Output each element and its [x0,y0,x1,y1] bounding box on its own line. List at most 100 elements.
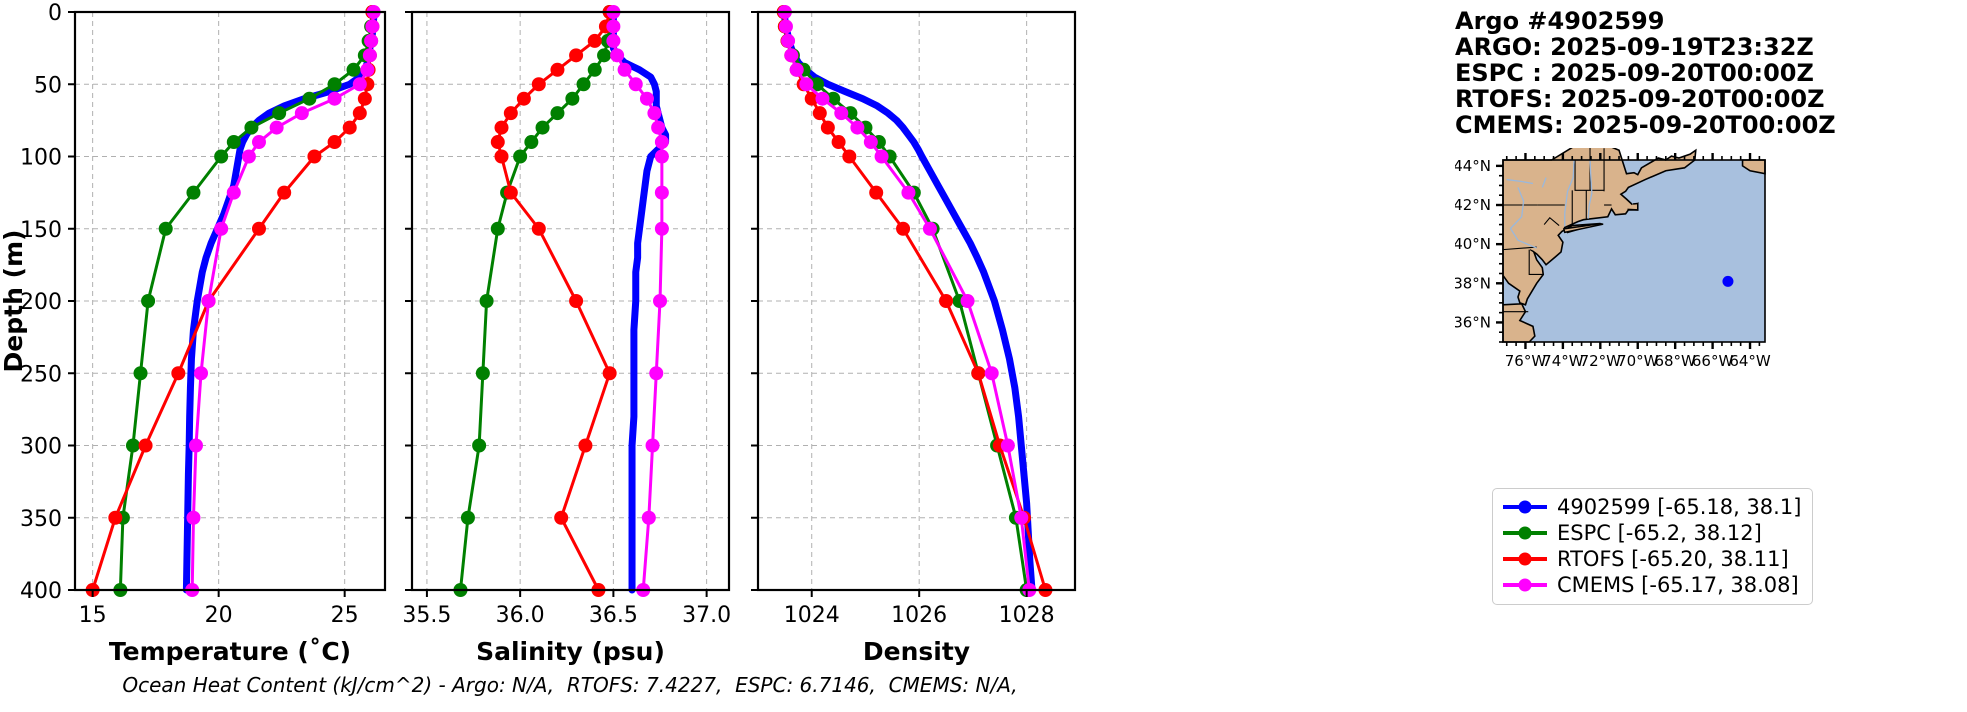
series-marker-cmems [364,33,379,48]
series-marker-rtofs [108,510,123,525]
land-polygon [1502,145,1697,343]
y-tick-label: 100 [20,146,62,171]
series-legend: 4902599 [-65.18, 38.1] ESPC [-65.2, 38.12… [1492,488,1814,605]
series-marker-cmems [850,120,865,135]
river-line [1509,187,1537,249]
map-lon-tick-label: 76°W [1505,352,1547,370]
legend-swatch-line-marker [1502,497,1548,517]
info-line-cmems-time: CMEMS: 2025-09-20T00:00Z [1455,111,1836,139]
series-marker-espc [125,438,140,453]
salinity-profile: 35.5 36.0 36.5 37.0 Salinity (psu) [402,5,731,666]
y-tick-label: 350 [20,507,62,532]
series-marker-cmems [362,48,377,63]
info-line-argo-id: Argo #4902599 [1455,7,1665,35]
series-marker-cmems [294,106,309,121]
series-marker-cmems [645,438,660,453]
series-marker-cmems [214,221,229,236]
legend-label: ESPC [-65.2, 38.12] [1557,521,1762,545]
float-location-marker [1722,275,1734,287]
river-line [1564,159,1575,227]
legend-item-espc: ESPC [-65.2, 38.12] [1502,520,1801,546]
series-marker-cmems [654,185,669,200]
series-marker-cmems [352,77,367,92]
series-marker-espc [550,106,565,121]
series-marker-rtofs [812,106,827,121]
series-marker-cmems [922,221,937,236]
legend-item-rtofs: RTOFS [-65.20, 38.11] [1502,546,1801,572]
series-marker-espc [475,366,490,381]
series-marker-rtofs [138,438,153,453]
map-lon-tick-label: 74°W [1542,352,1584,370]
info-line-espc-time: ESPC : 2025-09-20T00:00Z [1455,59,1814,87]
river-line [1541,177,1547,188]
series-marker-rtofs [503,106,518,121]
profile-plots: 15 20 25050100150200250300350400Temperatur… [0,1,1077,666]
series-marker-espc [186,185,201,200]
x-tick-label: 35.5 [402,603,451,628]
location-map: 76°W 74°W 72°W 70°W 68°W 66°W 64°W 36°N 38°N 40°N… [1453,145,1785,373]
map-frame [1502,159,1766,343]
series-marker-rtofs [357,91,372,106]
float-info-block: Argo #4902599 ARGO: 2025-09-19T23:32Z ES… [1455,8,1955,138]
series-marker-cmems [610,48,625,63]
x-tick-label: 1026 [891,603,947,628]
state-border [1529,249,1535,253]
series-marker-espc [346,62,361,77]
series-marker-espc [272,106,287,121]
state-border [1528,249,1544,276]
series-marker-cmems [226,185,241,200]
series-marker-espc [214,149,229,164]
series-marker-rtofs [490,135,505,150]
series-marker-espc [587,62,602,77]
series-marker-cmems [186,510,201,525]
series-marker-cmems [327,91,342,106]
series-marker-cmems [789,62,804,77]
x-tick-label: 1024 [784,603,840,628]
series-marker-rtofs [503,185,518,200]
series-marker-rtofs [531,221,546,236]
y-tick-label: 50 [34,73,62,98]
series-marker-rtofs [352,106,367,121]
x-tick-label: 20 [205,603,233,628]
series-marker-cmems [834,106,849,121]
series-marker-rtofs [587,33,602,48]
x-tick-label: 25 [331,603,359,628]
series-marker-cmems [201,294,216,308]
series-marker-espc [826,91,841,106]
series-marker-cmems [251,135,266,150]
map-lat-tick-label: 36°N [1455,313,1491,331]
series-marker-espc [535,120,550,135]
series-marker-rtofs [531,77,546,92]
y-tick-label: 250 [20,362,62,387]
legend-swatch-line-marker [1502,549,1548,569]
map-lon-tick-label: 64°W [1729,352,1771,370]
ocean-heat-content-caption: Ocean Heat Content (kJ/cm^2) - Argo: N/A… [122,673,1018,697]
series-marker-espc [158,221,173,236]
series-marker-cmems [799,77,814,92]
series-marker-espc [524,135,539,150]
map-lon-tick-label: 68°W [1654,352,1696,370]
state-border [1502,246,1537,251]
series-marker-cmems [194,366,209,381]
series-marker-rtofs [494,120,509,135]
series-marker-espc [133,366,148,381]
series-marker-cmems [1000,438,1015,453]
series-marker-rtofs [569,48,584,63]
legend-label: CMEMS [-65.17, 38.08] [1557,573,1799,597]
density-profile: 1024 1026 1028 Density [751,5,1077,666]
series-marker-rtofs [820,120,835,135]
series-marker-cmems [781,33,796,48]
series-marker-espc [810,77,825,92]
series-marker-espc [565,91,580,106]
series-marker-rtofs [578,438,593,453]
x-axis-title: Temperature (˚C) [109,637,351,666]
series-marker-cmems [639,91,654,106]
map-lon-tick-label: 66°W [1692,352,1734,370]
x-axis-title: Density [863,637,970,666]
map-lat-tick-label: 40°N [1455,235,1491,253]
series-marker-espc [244,120,259,135]
series-marker-rtofs [307,149,322,164]
x-tick-label: 36.0 [496,603,545,628]
map-lon-tick-label: 72°W [1580,352,1622,370]
series-marker-espc [479,294,494,308]
